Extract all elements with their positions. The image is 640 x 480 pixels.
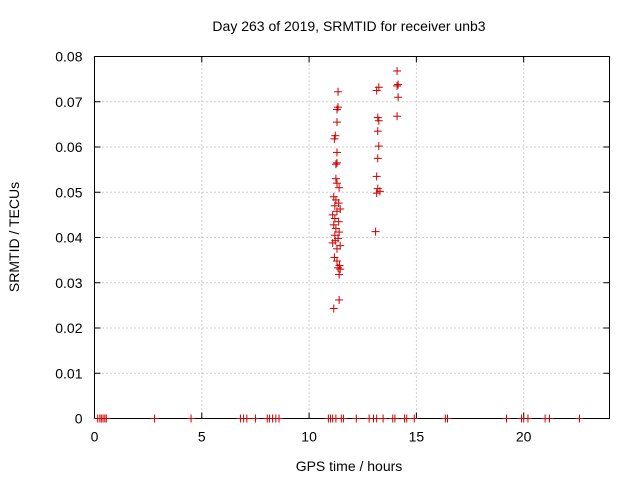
data-point <box>332 105 341 114</box>
data-point <box>330 253 339 262</box>
chart-title: Day 263 of 2019, SRMTID for receiver unb… <box>212 18 485 34</box>
data-point <box>502 414 511 423</box>
data-point <box>373 127 382 136</box>
y-tick-label: 0.05 <box>55 184 82 200</box>
data-point <box>335 295 344 304</box>
data-point <box>330 231 339 240</box>
data-point <box>330 214 339 223</box>
data-point <box>335 270 344 279</box>
data-point <box>275 414 284 423</box>
data-point <box>575 414 584 423</box>
data-point <box>332 148 341 157</box>
data-point <box>523 414 532 423</box>
grid-layer <box>94 56 610 419</box>
data-point <box>410 414 419 423</box>
data-point <box>187 414 196 423</box>
y-tick-label: 0.01 <box>55 365 82 381</box>
data-point <box>402 414 411 423</box>
data-point <box>394 80 403 89</box>
data-point <box>330 134 339 143</box>
x-tick-label: 0 <box>91 429 99 445</box>
data-point <box>374 142 383 151</box>
data-point <box>334 263 343 272</box>
x-axis-label: GPS time / hours <box>296 458 403 474</box>
data-point <box>393 66 402 75</box>
tick-layer: 0 5 10 15 20 0 0.01 0.02 0.03 0.04 0.05 0.06 0.07 0.0… <box>55 49 610 445</box>
data-point <box>373 154 382 163</box>
y-axis-label: SRMTID / TECUs <box>6 182 22 292</box>
data-point <box>328 210 337 219</box>
point-layer <box>93 66 584 423</box>
data-point <box>334 217 343 226</box>
data-point <box>334 103 343 112</box>
data-point <box>373 113 382 122</box>
data-point <box>242 414 251 423</box>
y-tick-label: 0.07 <box>55 94 82 110</box>
y-tick-label: 0.02 <box>55 320 82 336</box>
data-point <box>372 172 381 181</box>
data-point <box>331 160 340 169</box>
x-tick-label: 20 <box>516 429 532 445</box>
data-point <box>329 304 338 313</box>
data-point <box>332 158 341 167</box>
data-point <box>334 87 343 96</box>
data-point <box>331 131 340 140</box>
x-tick-label: 15 <box>409 429 425 445</box>
data-point <box>372 86 381 95</box>
data-point <box>372 189 381 198</box>
data-point <box>339 414 348 423</box>
data-point <box>102 414 111 423</box>
data-point <box>331 174 340 183</box>
data-point <box>329 220 338 229</box>
data-point <box>373 184 382 193</box>
y-tick-label: 0 <box>75 411 83 427</box>
x-tick-label: 10 <box>301 429 317 445</box>
data-point <box>332 118 341 127</box>
data-point <box>545 414 554 423</box>
data-point <box>374 116 383 125</box>
data-point <box>335 183 344 192</box>
data-point <box>379 414 388 423</box>
data-point <box>336 241 345 250</box>
data-point <box>443 414 452 423</box>
data-point <box>393 112 402 121</box>
data-point <box>394 93 403 102</box>
y-tick-label: 0.08 <box>55 49 82 65</box>
data-point <box>332 244 341 253</box>
data-point <box>336 265 345 274</box>
data-point <box>331 224 340 233</box>
data-point <box>352 414 361 423</box>
y-tick-label: 0.03 <box>55 275 82 291</box>
data-point <box>331 195 340 204</box>
data-point <box>371 227 380 236</box>
data-point <box>332 179 341 188</box>
y-tick-label: 0.04 <box>55 230 82 246</box>
data-point <box>390 414 399 423</box>
data-point <box>335 261 344 270</box>
data-point <box>150 414 159 423</box>
data-point <box>329 192 338 201</box>
data-point <box>251 414 260 423</box>
y-tick-label: 0.06 <box>55 139 82 155</box>
x-tick-label: 5 <box>198 429 206 445</box>
data-point <box>335 228 344 237</box>
data-point <box>393 81 402 90</box>
data-point <box>336 204 345 213</box>
data-point <box>334 234 343 243</box>
plot-frame <box>94 56 610 419</box>
data-point <box>374 83 383 92</box>
